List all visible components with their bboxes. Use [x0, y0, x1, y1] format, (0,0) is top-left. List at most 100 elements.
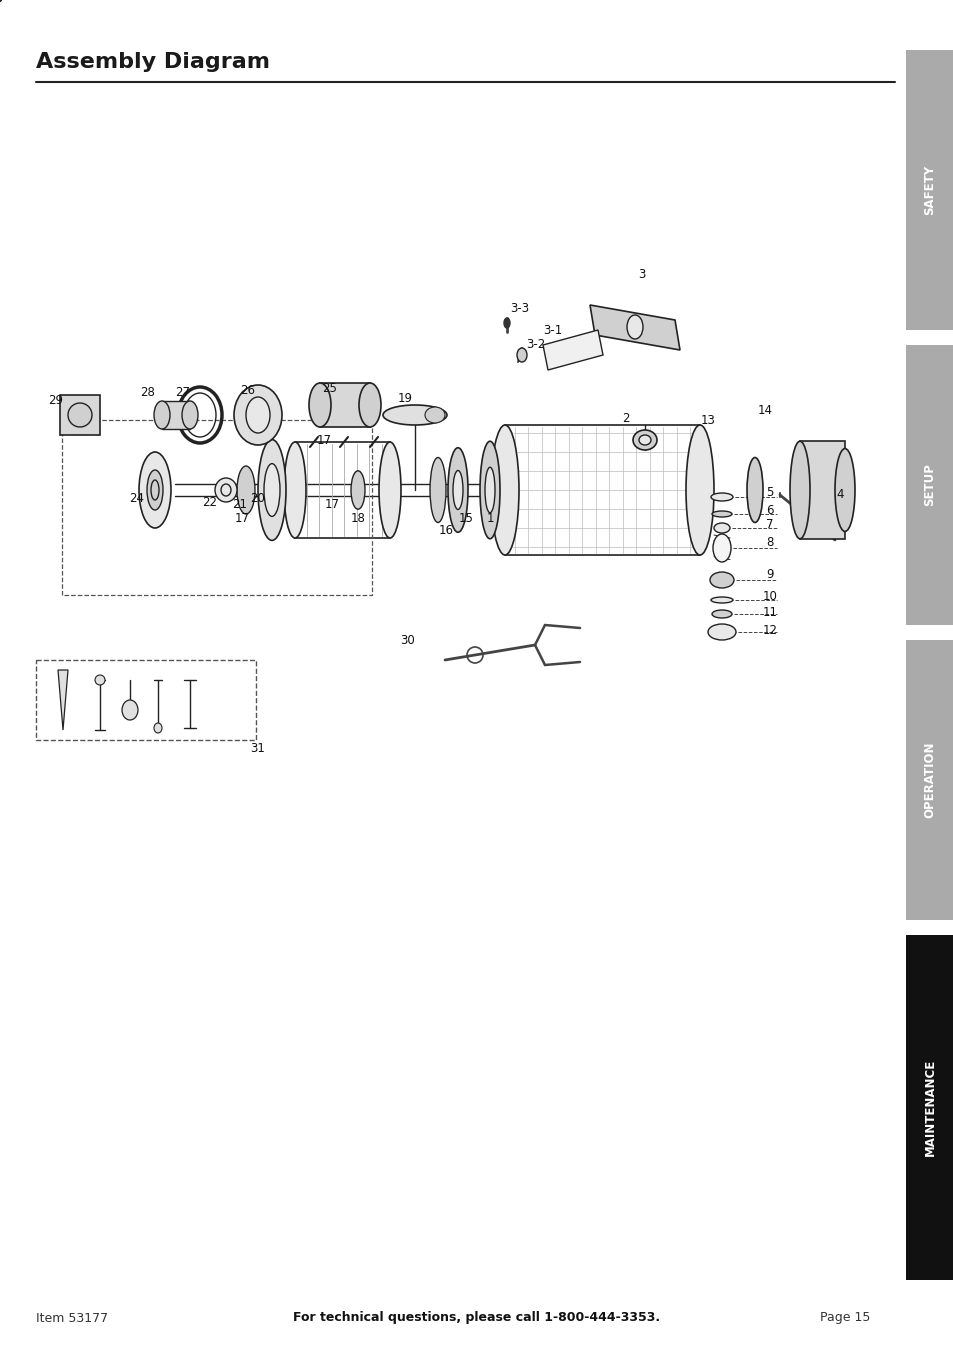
Text: 29: 29 — [49, 393, 64, 406]
Ellipse shape — [491, 425, 518, 555]
Ellipse shape — [122, 701, 138, 720]
Ellipse shape — [309, 383, 331, 427]
Polygon shape — [58, 670, 68, 730]
Ellipse shape — [710, 597, 732, 603]
Text: 25: 25 — [322, 382, 337, 394]
Bar — [905, 640, 953, 919]
Text: Assembly Diagram: Assembly Diagram — [36, 53, 270, 72]
Text: OPERATION: OPERATION — [923, 741, 936, 818]
Text: 17: 17 — [316, 433, 331, 447]
Text: SAFETY: SAFETY — [923, 165, 936, 215]
Polygon shape — [589, 305, 679, 350]
Ellipse shape — [214, 478, 236, 502]
Text: 18: 18 — [350, 512, 365, 525]
Text: 30: 30 — [400, 633, 415, 647]
Ellipse shape — [503, 319, 510, 328]
Text: 9: 9 — [765, 568, 773, 582]
Bar — [162, 401, 190, 429]
Ellipse shape — [246, 397, 270, 433]
Text: 11: 11 — [761, 606, 777, 618]
Text: 5: 5 — [765, 486, 773, 500]
Ellipse shape — [284, 441, 306, 539]
Ellipse shape — [707, 624, 735, 640]
Text: 19: 19 — [397, 392, 412, 405]
Ellipse shape — [639, 435, 650, 446]
Ellipse shape — [147, 470, 163, 510]
Text: 31: 31 — [251, 741, 265, 755]
Ellipse shape — [633, 431, 657, 450]
Ellipse shape — [712, 535, 730, 562]
Text: 21: 21 — [233, 498, 247, 512]
Ellipse shape — [746, 458, 762, 522]
Ellipse shape — [685, 425, 713, 555]
Ellipse shape — [711, 512, 731, 517]
Text: MAINTENANCE: MAINTENANCE — [923, 1058, 936, 1156]
Ellipse shape — [484, 467, 495, 513]
Ellipse shape — [711, 610, 731, 618]
Ellipse shape — [68, 404, 91, 427]
Bar — [36, 660, 255, 740]
Ellipse shape — [448, 448, 468, 532]
Text: 27: 27 — [175, 386, 191, 398]
Text: 15: 15 — [458, 512, 473, 525]
Text: 1: 1 — [486, 512, 494, 525]
Text: 28: 28 — [140, 386, 155, 398]
Text: 3-2: 3-2 — [526, 339, 545, 351]
Bar — [905, 346, 953, 625]
Text: 8: 8 — [765, 536, 773, 548]
Text: 17: 17 — [234, 512, 250, 525]
Bar — [905, 50, 953, 329]
Ellipse shape — [153, 724, 162, 733]
Text: 2: 2 — [621, 412, 629, 424]
Ellipse shape — [182, 401, 198, 429]
Text: 17: 17 — [324, 498, 339, 512]
Ellipse shape — [382, 405, 447, 425]
Text: SETUP: SETUP — [923, 463, 936, 506]
Ellipse shape — [479, 441, 499, 539]
Ellipse shape — [834, 448, 854, 532]
Bar — [905, 936, 953, 1280]
Polygon shape — [260, 440, 284, 540]
Ellipse shape — [430, 458, 446, 522]
Text: 3-3: 3-3 — [510, 301, 529, 315]
Bar — [319, 383, 370, 427]
Ellipse shape — [153, 401, 170, 429]
Text: Item 53177: Item 53177 — [36, 1311, 108, 1324]
Text: 12: 12 — [761, 624, 777, 636]
Ellipse shape — [378, 441, 400, 539]
Ellipse shape — [424, 406, 444, 423]
Ellipse shape — [453, 471, 462, 509]
Ellipse shape — [236, 466, 254, 514]
Text: 4: 4 — [836, 489, 842, 501]
Text: 20: 20 — [251, 491, 265, 505]
Ellipse shape — [517, 348, 526, 362]
Ellipse shape — [626, 315, 642, 339]
Ellipse shape — [710, 493, 732, 501]
Text: Page 15: Page 15 — [819, 1311, 869, 1324]
Ellipse shape — [139, 452, 171, 528]
Text: 6: 6 — [765, 504, 773, 517]
Polygon shape — [542, 329, 602, 370]
Ellipse shape — [713, 522, 729, 533]
Text: 13: 13 — [700, 413, 715, 427]
Ellipse shape — [709, 572, 733, 589]
Bar — [62, 420, 372, 595]
Text: 16: 16 — [438, 524, 453, 536]
Text: 14: 14 — [757, 404, 772, 417]
Text: For technical questions, please call 1-800-444-3353.: For technical questions, please call 1-8… — [294, 1311, 659, 1324]
Text: 10: 10 — [761, 590, 777, 603]
Ellipse shape — [95, 675, 105, 684]
Ellipse shape — [358, 383, 380, 427]
Ellipse shape — [351, 471, 365, 509]
Ellipse shape — [789, 441, 809, 539]
Text: 26: 26 — [240, 383, 255, 397]
Bar — [60, 396, 100, 435]
Ellipse shape — [257, 440, 286, 540]
Ellipse shape — [264, 463, 280, 517]
Text: 7: 7 — [765, 517, 773, 531]
Text: 24: 24 — [130, 491, 144, 505]
Ellipse shape — [233, 385, 282, 446]
Text: 3: 3 — [638, 269, 645, 282]
Bar — [800, 441, 844, 539]
Text: 3-1: 3-1 — [543, 324, 562, 336]
